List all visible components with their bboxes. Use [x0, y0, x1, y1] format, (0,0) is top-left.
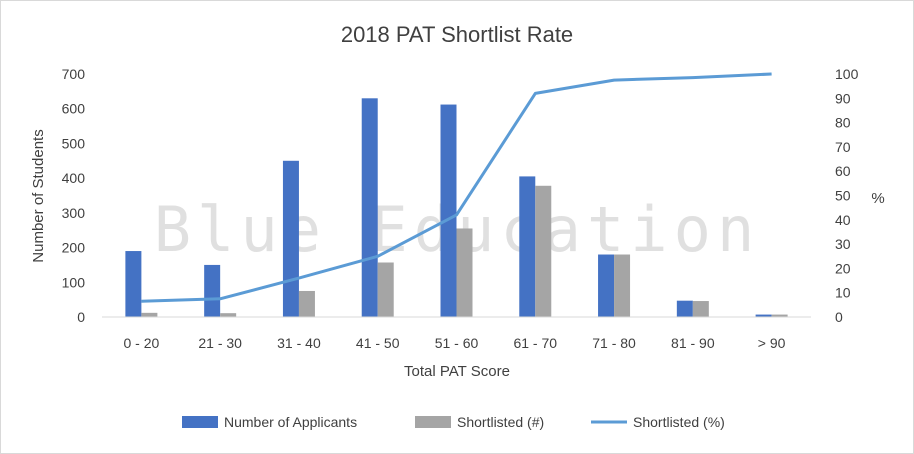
applicants-bar: [676, 300, 693, 317]
applicants-bar: [282, 160, 299, 317]
y2-tick-label: 40: [835, 212, 851, 228]
applicants-bar: [361, 98, 378, 317]
shortlisted-count-bar: [220, 313, 237, 317]
y-tick-label: 0: [77, 309, 85, 325]
x-tick-label: 21 - 30: [198, 335, 242, 351]
y2-tick-label: 60: [835, 163, 851, 179]
x-tick-label: 61 - 70: [513, 335, 557, 351]
shortlisted-count-bar: [377, 262, 394, 317]
legend-shortlisted-percent-label: Shortlisted (%): [633, 414, 725, 430]
shortlisted-count-bar: [614, 254, 631, 317]
y-axis-label: Number of Students: [30, 129, 47, 262]
y2-tick-label: 30: [835, 236, 851, 252]
applicants-bar: [125, 251, 142, 317]
y-tick-label: 300: [62, 205, 86, 221]
chart-title: 2018 PAT Shortlist Rate: [341, 22, 573, 47]
y-tick-label: 200: [62, 240, 86, 256]
x-tick-label: 71 - 80: [592, 335, 636, 351]
legend-applicants-swatch: [182, 416, 218, 428]
shortlisted-count-bar: [692, 301, 709, 317]
shortlisted-count-bar: [535, 185, 552, 317]
y-tick-label: 700: [62, 66, 86, 82]
y-tick-label: 400: [62, 170, 86, 186]
x-tick-label: 31 - 40: [277, 335, 321, 351]
y2-tick-label: 80: [835, 115, 851, 131]
x-tick-label: 81 - 90: [671, 335, 715, 351]
y2-tick-label: 70: [835, 139, 851, 155]
y2-tick-label: 20: [835, 260, 851, 276]
shortlisted-count-bar: [298, 290, 315, 317]
shortlisted-count-bar: [141, 312, 158, 317]
y-tick-label: 100: [62, 274, 86, 290]
y2-axis-label: %: [871, 190, 884, 207]
applicants-bar: [598, 254, 615, 317]
x-tick-label: 0 - 20: [123, 335, 159, 351]
applicants-bar: [440, 104, 457, 317]
plot-area: 0 100 200 300 400 500 600 700 0 10 20 30 40 50 60 70 80 9…: [62, 66, 859, 351]
shortlisted-count-bar: [771, 314, 788, 317]
y2-tick-label: 50: [835, 188, 851, 204]
y-tick-label: 600: [62, 101, 86, 117]
legend-shortlisted-count-label: Shortlisted (#): [457, 414, 544, 430]
y-tick-label: 500: [62, 135, 86, 151]
x-axis-label: Total PAT Score: [404, 363, 510, 380]
legend-shortlisted-count-swatch: [415, 416, 451, 428]
y2-tick-label: 100: [835, 66, 859, 82]
applicants-bar: [755, 314, 772, 317]
applicants-bar: [519, 176, 536, 317]
x-tick-label: 41 - 50: [356, 335, 400, 351]
x-tick-label: 51 - 60: [435, 335, 479, 351]
x-tick-label: > 90: [758, 335, 786, 351]
shortlisted-count-bar: [456, 228, 473, 317]
legend-applicants-label: Number of Applicants: [224, 414, 357, 430]
y2-tick-label: 0: [835, 309, 843, 325]
shortlisted-percent-line: [141, 72, 772, 303]
applicants-bar: [204, 264, 221, 317]
y2-tick-label: 10: [835, 285, 851, 301]
y2-tick-label: 90: [835, 90, 851, 106]
legend: Number of Applicants Shortlisted (#) Short…: [182, 414, 725, 430]
